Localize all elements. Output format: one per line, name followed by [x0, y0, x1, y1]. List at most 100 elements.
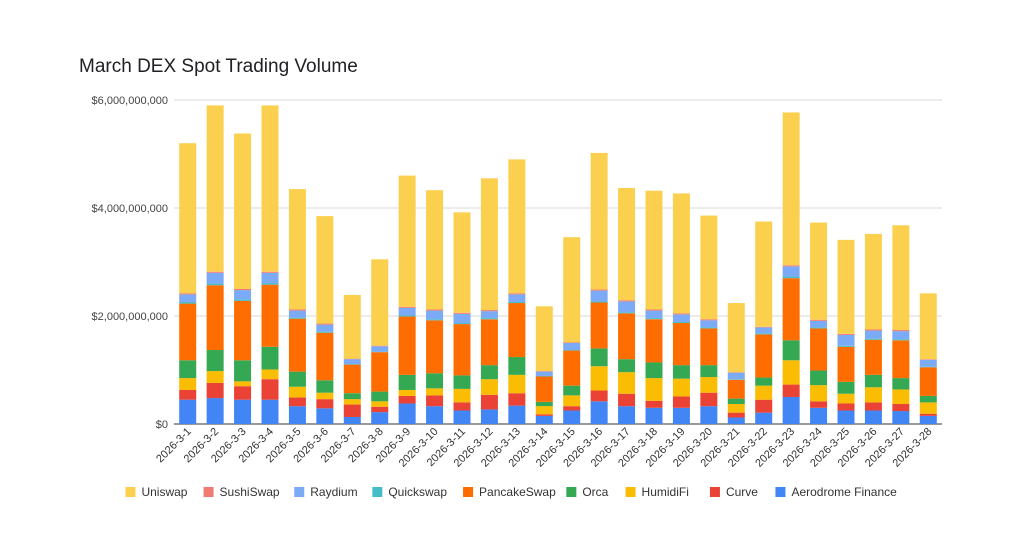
- bar-segment: [919, 367, 937, 396]
- bar-segment: [618, 312, 636, 314]
- legend-swatch: [463, 487, 474, 497]
- bar-segment: [782, 340, 800, 361]
- bar-segment: [206, 105, 224, 272]
- bar-segment: [837, 381, 855, 394]
- bar-segment: [343, 416, 361, 424]
- bar-segment: [261, 283, 279, 285]
- bar-segment: [919, 366, 937, 368]
- bar-segment: [535, 406, 553, 415]
- bar-segment: [398, 374, 416, 390]
- bar-segment: [261, 379, 279, 400]
- bar-segment: [727, 303, 745, 373]
- bar-segment: [179, 360, 197, 379]
- legend-swatch: [625, 487, 636, 497]
- bar-segment: [590, 401, 608, 424]
- bar-segment: [892, 340, 910, 379]
- bar-segment: [234, 399, 252, 424]
- bar-segment: [206, 350, 224, 372]
- bar-segment: [371, 391, 389, 402]
- bar-segment: [398, 306, 416, 308]
- legend: Uniswap SushiSwap Raydium Quickswap PancakeS…: [125, 485, 897, 499]
- bar-segment: [645, 319, 663, 363]
- bar-segment: [755, 385, 773, 400]
- bar-segment: [892, 331, 910, 340]
- bar-segment: [371, 345, 389, 347]
- bar-segment: [206, 398, 224, 424]
- bar-segment: [398, 307, 416, 316]
- bar-segment: [810, 385, 828, 402]
- bar-segment: [316, 380, 334, 393]
- bar-segment: [371, 412, 389, 424]
- bar-segment: [563, 410, 581, 424]
- bar-segment: [426, 319, 444, 321]
- bar-segment: [316, 324, 334, 332]
- legend-label: Curve: [726, 485, 758, 499]
- bar-segment: [343, 404, 361, 417]
- bar-segment: [398, 175, 416, 307]
- bar-segment: [563, 237, 581, 343]
- bar-segment: [727, 412, 745, 418]
- bar-segment: [837, 239, 855, 334]
- bar-segment: [864, 233, 882, 330]
- bar-segment: [672, 321, 690, 324]
- bar-segment: [480, 365, 498, 380]
- legend-swatch: [203, 487, 214, 497]
- bar-segment: [672, 365, 690, 379]
- bar-segment: [398, 395, 416, 404]
- bar-segment: [261, 272, 279, 284]
- bar-segment: [288, 310, 306, 318]
- legend-label: SushiSwap: [220, 485, 280, 499]
- bar-segment: [782, 266, 800, 277]
- bar-segment: [727, 404, 745, 413]
- legend-swatch: [566, 487, 577, 497]
- bar-segment: [426, 310, 444, 320]
- bar-segment: [810, 401, 828, 408]
- bar-segment: [261, 284, 279, 347]
- bar-segment: [782, 278, 800, 341]
- bar-segment: [672, 314, 690, 322]
- bar-segment: [288, 397, 306, 407]
- bar-segment: [672, 396, 690, 408]
- bar-segment: [508, 303, 526, 358]
- bar-segment: [234, 381, 252, 387]
- bar-segment: [672, 323, 690, 366]
- bar-segment: [700, 406, 718, 424]
- bar-segment: [672, 407, 690, 424]
- bar-segment: [453, 313, 471, 324]
- bar-segment: [480, 310, 498, 312]
- legend-swatch: [294, 487, 305, 497]
- bar-segment: [563, 385, 581, 396]
- bar-segment: [618, 406, 636, 424]
- bar-segment: [864, 410, 882, 424]
- bar-segment: [426, 190, 444, 310]
- bar-segment: [700, 392, 718, 407]
- bar-segment: [837, 410, 855, 424]
- bar-segment: [837, 345, 855, 347]
- bar-segment: [810, 319, 828, 321]
- bar-segment: [727, 398, 745, 405]
- bar-segment: [755, 326, 773, 328]
- bar-segment: [343, 364, 361, 365]
- bar-segment: [206, 382, 224, 399]
- bar-segment: [261, 346, 279, 370]
- bar-segment: [700, 320, 718, 328]
- bar-segment: [288, 371, 306, 387]
- bar-segment: [343, 294, 361, 359]
- bar-segment: [371, 351, 389, 353]
- bar-segment: [782, 360, 800, 385]
- bar-segment: [535, 371, 553, 376]
- bar-segment: [480, 319, 498, 366]
- bar-segment: [782, 276, 800, 279]
- bar-segment: [782, 265, 800, 267]
- bars: [179, 105, 937, 424]
- bar-segment: [755, 327, 773, 334]
- bar-segment: [864, 374, 882, 388]
- bar-segment: [892, 330, 910, 332]
- bar-segment: [919, 402, 937, 414]
- bar-segment: [755, 221, 773, 327]
- bar-segment: [343, 399, 361, 405]
- bar-segment: [179, 143, 197, 294]
- bar-segment: [508, 357, 526, 375]
- bar-segment: [837, 333, 855, 335]
- bar-segment: [398, 389, 416, 396]
